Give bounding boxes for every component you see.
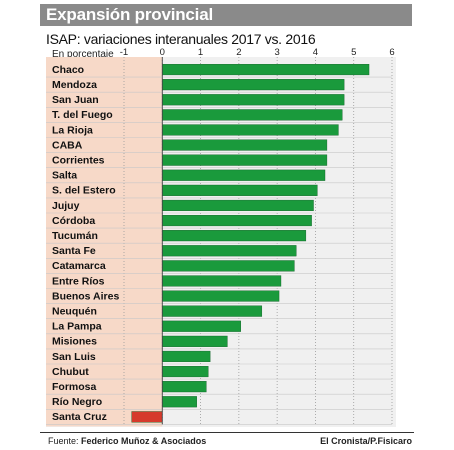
bar — [162, 335, 228, 347]
category-label: San Juan — [52, 94, 99, 106]
bar — [162, 214, 312, 227]
x-tick-label: 0 — [160, 47, 165, 58]
x-tick-label: 5 — [351, 47, 356, 58]
category-label: Entre Ríos — [52, 275, 105, 287]
footer-rule — [40, 432, 414, 433]
category-label: Tucumán — [52, 230, 98, 242]
source-note: Fuente: Federico Muñoz & Asociados — [48, 436, 206, 446]
x-tick-label: 3 — [274, 47, 279, 58]
category-label: Chaco — [52, 64, 84, 76]
x-tick-label: 4 — [313, 47, 318, 58]
label-band — [46, 57, 163, 427]
credit-note: El Cronista/P.Fisicaro — [320, 436, 412, 446]
bar — [162, 124, 339, 136]
category-label: San Luis — [52, 351, 96, 363]
bar — [162, 199, 314, 212]
chart-subtitle: ISAP: variaciones interanuales 2017 vs. … — [46, 31, 316, 47]
bar — [162, 63, 370, 76]
bar — [162, 94, 345, 106]
tick-labels: -1 0 1 2 3 4 5 6 — [120, 47, 395, 58]
category-label: T. del Fuego — [52, 109, 113, 121]
bar — [162, 320, 241, 332]
source-label: Fuente: — [48, 436, 79, 446]
bar — [162, 79, 345, 91]
category-label: Misiones — [52, 336, 97, 348]
category-label: Mendoza — [52, 79, 97, 91]
category-label: Neuquén — [52, 305, 97, 317]
category-label: Río Negro — [52, 396, 102, 408]
category-label: Salta — [52, 170, 77, 182]
x-tick-label: 6 — [389, 47, 394, 58]
bar — [162, 109, 343, 121]
bar-chart: Chaco Mendoza San Juan T. del Fuego La Rioja… — [46, 57, 396, 427]
x-tick-label: 1 — [198, 47, 203, 58]
bar — [162, 396, 197, 408]
bar — [162, 154, 328, 166]
category-label: Santa Fe — [52, 245, 96, 257]
bar — [162, 381, 207, 393]
bar — [162, 169, 326, 181]
bar — [162, 275, 282, 287]
category-label: Formosa — [52, 381, 97, 393]
category-label: Córdoba — [52, 215, 95, 227]
category-label: Corrientes — [52, 154, 105, 166]
category-label: Jujuy — [52, 200, 80, 212]
category-label: Santa Cruz — [52, 411, 107, 423]
source-name: Federico Muñoz & Asociados — [81, 436, 207, 446]
chart-panel: Chaco Mendoza San Juan T. del Fuego La Rioja… — [46, 57, 396, 427]
bar — [162, 139, 328, 151]
bar — [162, 184, 318, 196]
bar — [162, 230, 307, 242]
x-tick-label: 2 — [236, 47, 241, 58]
category-label: La Rioja — [52, 124, 93, 136]
bar — [162, 260, 295, 272]
title-banner: Expansión provincial — [40, 4, 412, 26]
bar — [162, 350, 211, 363]
category-label: Buenos Aires — [52, 290, 119, 302]
bar — [162, 290, 280, 302]
chart-title: Expansión provincial — [46, 5, 213, 24]
category-label: Catamarca — [52, 260, 106, 272]
category-label: S. del Estero — [52, 185, 116, 197]
bar — [162, 245, 297, 257]
unit-label: En porcentaje — [52, 49, 114, 60]
category-label: CABA — [52, 139, 83, 151]
category-label: La Pampa — [52, 321, 102, 333]
bar — [131, 411, 163, 423]
bar — [162, 366, 209, 378]
x-tick-label: -1 — [120, 47, 128, 58]
bar — [162, 305, 263, 317]
category-label: Chubut — [52, 366, 89, 378]
